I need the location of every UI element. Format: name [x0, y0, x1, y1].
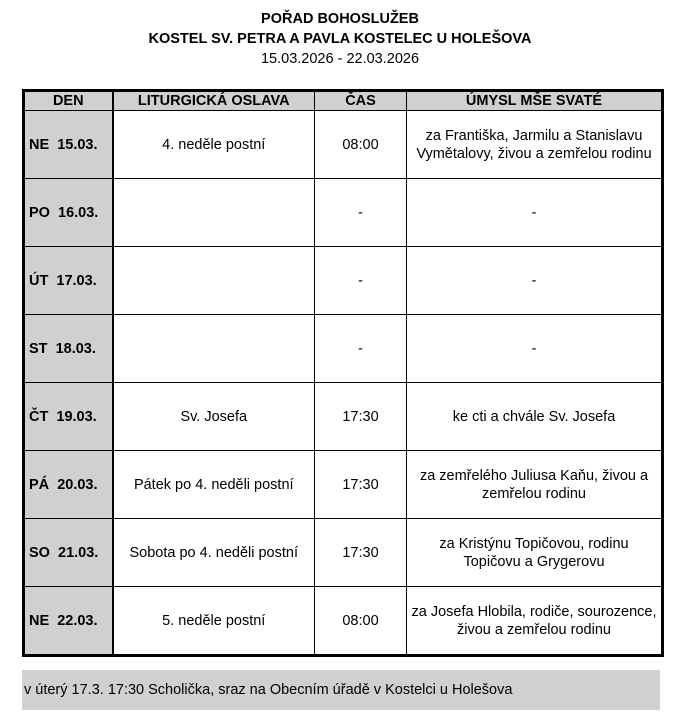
time-cell: 17:30 — [314, 382, 407, 451]
time-cell: - — [314, 314, 407, 383]
table-row: NE 15.03. 4. neděle postní 08:00 za Františ… — [23, 110, 663, 179]
day-cell: NE 22.03. — [23, 586, 114, 656]
date-range: 15.03.2026 - 22.03.2026 — [260, 51, 420, 67]
table-header-row: DEN LITURGICKÁ OSLAVA ČAS ÚMYSL MŠE SVAT… — [23, 90, 663, 111]
time-cell: - — [314, 246, 407, 315]
celebration-cell: Sobota po 4. neděli postní — [112, 518, 315, 587]
schedule-table: DEN LITURGICKÁ OSLAVA ČAS ÚMYSL MŠE SVAT… — [22, 89, 664, 657]
celebration-cell: Sv. Josefa — [112, 382, 315, 451]
day-cell: SO 21.03. — [23, 518, 114, 587]
day-cell: ČT 19.03. — [23, 382, 114, 451]
day-cell: ÚT 17.03. — [23, 246, 114, 315]
day-cell: PO 16.03. — [23, 178, 114, 247]
column-header-time: ČAS — [314, 90, 407, 111]
table-row: PÁ 20.03. Pátek po 4. neděli postní 17:30 z… — [23, 450, 663, 519]
time-cell: - — [314, 178, 407, 247]
table-row: ČT 19.03. Sv. Josefa 17:30 ke cti a chvále … — [23, 382, 663, 451]
day-cell: ST 18.03. — [23, 314, 114, 383]
celebration-cell — [112, 246, 315, 315]
announcement-note: v úterý 17.3. 17:30 Scholička, sraz na O… — [22, 670, 660, 710]
time-cell: 08:00 — [314, 586, 407, 656]
table-row: ÚT 17.03. - - — [23, 246, 663, 315]
table-row: NE 22.03. 5. neděle postní 08:00 za Josefa … — [23, 586, 663, 656]
table-row: SO 21.03. Sobota po 4. neděli postní 17:30… — [23, 518, 663, 587]
intention-cell: ke cti a chvále Sv. Josefa — [406, 382, 663, 451]
intention-cell: - — [406, 314, 663, 383]
intention-cell: - — [406, 246, 663, 315]
intention-cell: za Kristýnu Topičovou, rodinu Topičovu a… — [406, 518, 663, 587]
column-header-intention: ÚMYSL MŠE SVATÉ — [406, 90, 663, 111]
time-cell: 08:00 — [314, 110, 407, 179]
table-row: PO 16.03. - - — [23, 178, 663, 247]
intention-cell: za Josefa Hlobila, rodiče, sourozence, ž… — [406, 586, 663, 656]
table-row: ST 18.03. - - — [23, 314, 663, 383]
church-name: KOSTEL SV. PETRA A PAVLA KOSTELEC U HOLE… — [148, 31, 532, 47]
celebration-cell — [112, 314, 315, 383]
intention-cell: za zemřelého Juliusa Kaňu, živou a zemře… — [406, 450, 663, 519]
time-cell: 17:30 — [314, 450, 407, 519]
document-title: POŘAD BOHOSLUŽEB — [261, 11, 419, 27]
column-header-celebration: LITURGICKÁ OSLAVA — [112, 90, 315, 111]
celebration-cell: 5. neděle postní — [112, 586, 315, 656]
celebration-cell — [112, 178, 315, 247]
intention-cell: - — [406, 178, 663, 247]
day-cell: PÁ 20.03. — [23, 450, 114, 519]
time-cell: 17:30 — [314, 518, 407, 587]
day-cell: NE 15.03. — [23, 110, 114, 179]
intention-cell: za Františka, Jarmilu a Stanislavu Vymět… — [406, 110, 663, 179]
celebration-cell: Pátek po 4. neděli postní — [112, 450, 315, 519]
column-header-day: DEN — [23, 90, 114, 111]
celebration-cell: 4. neděle postní — [112, 110, 315, 179]
